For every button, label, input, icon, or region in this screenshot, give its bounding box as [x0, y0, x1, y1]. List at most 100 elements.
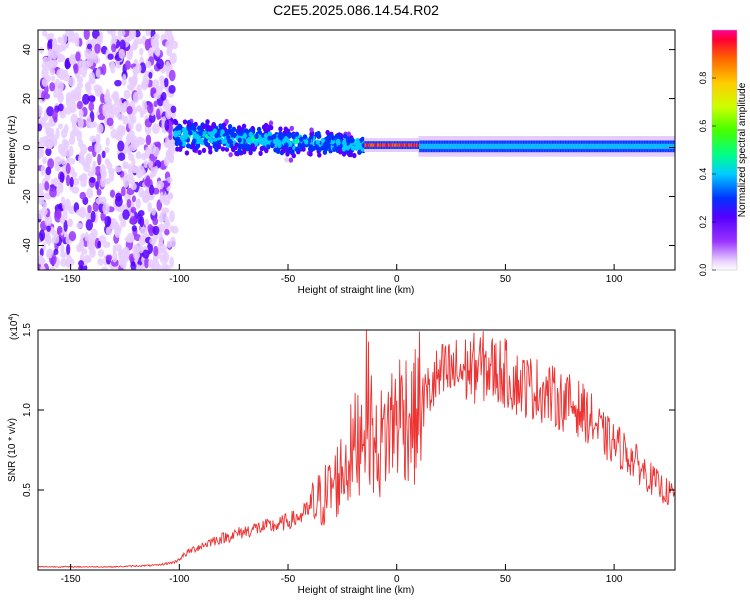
spectrogram-cell: [567, 143, 569, 149]
spectrogram-cell: [129, 47, 134, 56]
spectrogram-cell: [391, 143, 393, 147]
spectrogram-cell: [148, 113, 156, 124]
spectrogram-cell: [152, 217, 159, 226]
spectrogram-cell: [524, 143, 526, 149]
spectrogram-cell: [78, 109, 84, 118]
spectrogram-cell: [517, 143, 520, 149]
spectrogram-cell: [151, 39, 160, 50]
spectrogram-cell: [369, 143, 372, 147]
spectrogram-cell: [42, 56, 50, 65]
snr-x-tick-label: 100: [606, 574, 623, 585]
spectrogram-cell: [278, 126, 283, 132]
spectrogram-cell: [170, 105, 177, 114]
spectrogram-cell: [589, 143, 591, 149]
spectrogram-cell: [89, 177, 96, 184]
spectrogram-cell: [311, 145, 316, 151]
spectrogram-cell: [175, 125, 180, 132]
spectrogram-cell: [661, 143, 664, 149]
spectrogram-cell: [620, 143, 622, 149]
spectrogram-cell: [484, 143, 486, 149]
spectrogram-cell: [576, 143, 578, 149]
spectrogram-cell: [57, 91, 64, 104]
spectrogram-cell: [67, 158, 76, 165]
snr-x-label: Height of straight line (km): [298, 585, 415, 596]
spectrogram-cell: [191, 124, 197, 130]
spectrogram-cell: [449, 143, 451, 149]
spectrogram-cell: [385, 143, 387, 147]
snr-y-ticks: 0.5 1.0 1.5: [22, 323, 675, 497]
spectrogram-cell: [666, 143, 668, 149]
spectrogram-cell: [63, 220, 68, 232]
spectrogram-cell: [267, 135, 272, 141]
spectrogram-cell: [74, 32, 80, 41]
spectrogram-cell: [423, 143, 425, 149]
spectrogram-cell: [664, 143, 666, 149]
spectrogram-cell: [634, 143, 636, 149]
spectrogram-cell: [124, 60, 131, 70]
spectrogram-cell: [382, 143, 385, 147]
spectrogram-cell: [453, 143, 456, 149]
spectrogram-cell: [630, 143, 632, 149]
spectrogram-cell: [168, 37, 175, 45]
spectrogram-cell: [411, 143, 413, 147]
spectrogram-cell: [197, 149, 202, 156]
spectrogram-cell: [451, 143, 454, 149]
spectrogram-cell: [57, 52, 62, 63]
spectrogram-cell: [472, 143, 475, 149]
spectrogram-cell: [635, 143, 638, 149]
spectrogram-cell: [384, 143, 386, 147]
spectrogram-cell: [153, 100, 158, 108]
spectrogram-cell: [374, 143, 377, 147]
spectrogram-cell: [68, 231, 77, 242]
spectrogram-cell: [580, 143, 582, 149]
spectrogram-cell: [121, 73, 127, 86]
spectrogram-cell: [457, 143, 459, 149]
spectrogram-cell: [153, 245, 159, 257]
spectrogram-cell: [84, 231, 90, 242]
spectrogram-x-tick-label: 0: [394, 274, 400, 285]
spectrogram-cell: [130, 206, 137, 214]
spectrogram-cell: [141, 100, 147, 109]
spectrogram-cell: [45, 166, 52, 176]
spectrogram-cell: [406, 143, 409, 147]
spectrogram-cell: [287, 132, 293, 138]
spectrogram-cell: [73, 63, 79, 74]
spectrogram-cell: [95, 133, 101, 144]
spectrogram-cell: [165, 108, 173, 120]
spectrogram-cell: [144, 177, 151, 187]
spectrogram-cell: [178, 146, 183, 152]
spectrogram-cell: [591, 143, 593, 149]
spectrogram-cell: [598, 143, 600, 149]
spectrogram-cell: [258, 150, 263, 156]
spectrogram-cell: [564, 143, 567, 149]
spectrogram-cell: [133, 250, 141, 260]
spectrogram-cell: [432, 143, 434, 149]
spectrogram-cell: [117, 140, 125, 152]
spectrogram-cell: [465, 143, 467, 149]
spectrogram-cell: [118, 48, 125, 60]
spectrogram-cell: [398, 143, 401, 147]
spectrogram-cell: [413, 143, 415, 147]
spectrogram-cell: [632, 143, 634, 149]
spectrogram-cell: [633, 143, 635, 149]
spectrogram-cell: [390, 143, 393, 147]
spectrogram-cell: [100, 266, 109, 270]
spectrogram-cell: [626, 143, 628, 149]
spectrogram-cell: [117, 30, 126, 37]
spectrogram-cell: [427, 143, 430, 149]
spectrogram-cell: [495, 143, 497, 149]
spectrogram-cell: [588, 143, 590, 149]
spectrogram-cell: [38, 46, 44, 54]
spectrogram-cell: [514, 143, 516, 149]
spectrogram-cell: [503, 143, 506, 149]
spectrogram-cell: [637, 143, 639, 149]
spectrogram-cell: [168, 84, 176, 94]
spectrogram-cell: [624, 143, 626, 149]
spectrogram-cell: [654, 143, 657, 149]
spectrogram-cell: [225, 143, 231, 149]
snr-multiplier-label: (x104): [8, 313, 20, 340]
spectrogram-cell: [667, 143, 669, 149]
spectrogram-cell: [400, 143, 402, 147]
spectrogram-cell: [110, 61, 116, 74]
spectrogram-cell: [168, 69, 176, 82]
